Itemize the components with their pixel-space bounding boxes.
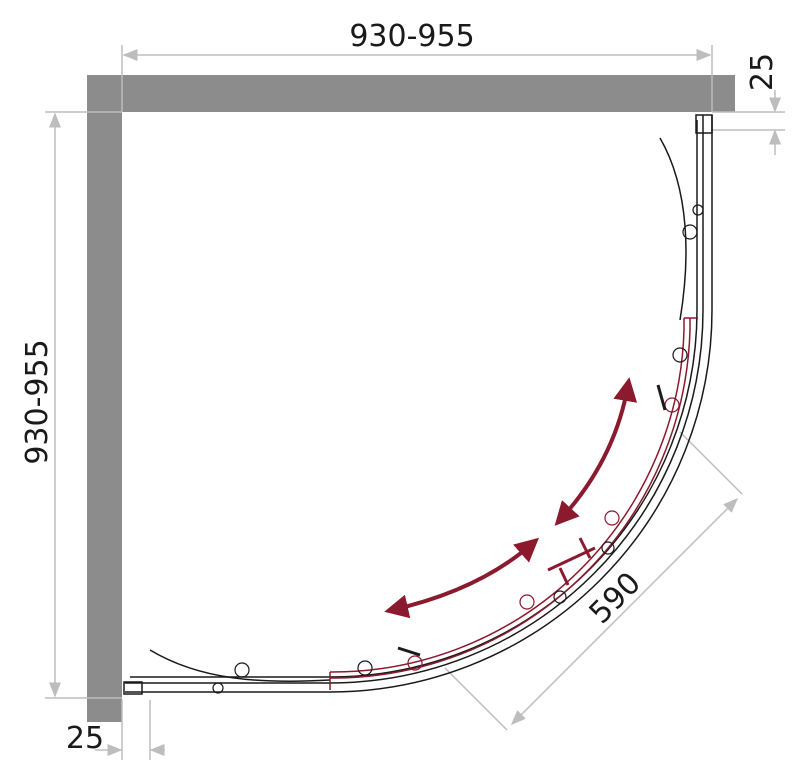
top-dimension <box>121 45 713 112</box>
top-wall <box>87 75 735 112</box>
upper-door-arrow <box>554 377 638 526</box>
door-handles-black <box>397 384 667 657</box>
bottom-offset-label: 25 <box>66 721 104 756</box>
left-depth-label: 930-955 <box>20 339 55 464</box>
right-offset-label: 25 <box>745 53 780 91</box>
bottom-offset-dimension <box>95 700 165 760</box>
door-rollers <box>212 204 704 694</box>
door-handles <box>547 537 596 586</box>
left-dimension <box>45 111 122 699</box>
door-opening-dimension <box>444 431 743 731</box>
door-rollers-red <box>407 397 680 671</box>
right-offset-dimension <box>712 90 785 155</box>
sliding-direction-arrows <box>384 377 638 619</box>
top-width-label: 930-955 <box>349 19 474 54</box>
enclosure-frame <box>123 114 713 695</box>
sliding-door-panels <box>329 317 698 690</box>
left-wall <box>87 75 122 722</box>
lower-door-arrow <box>384 537 539 619</box>
